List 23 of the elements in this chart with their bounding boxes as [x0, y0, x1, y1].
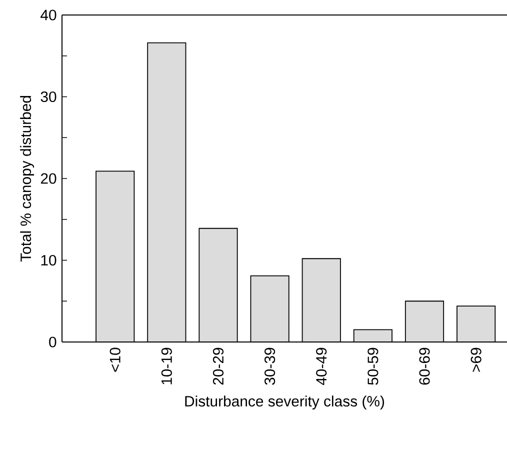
- bar: [96, 171, 134, 342]
- x-tick-label: 30-39: [264, 348, 276, 385]
- y-tick-label: 40: [40, 10, 56, 20]
- bar: [250, 276, 289, 342]
- x-tick-label: 20-29: [212, 348, 224, 385]
- x-tick-label: >69: [470, 348, 482, 372]
- y-tick-label: 10: [41, 254, 56, 266]
- x-tick-label: <10: [110, 348, 120, 372]
- x-tick-label: 50-59: [368, 348, 378, 385]
- bar: [354, 330, 392, 342]
- x-tick-label: 60-69: [419, 348, 430, 385]
- bar: [199, 228, 238, 342]
- y-axis-title: Total % canopy disturbed: [20, 96, 34, 262]
- y-tick-label: 0: [49, 336, 56, 348]
- y-tick-label: 30: [40, 91, 56, 102]
- y-tick-label: 20: [40, 173, 56, 184]
- bar: [302, 258, 340, 342]
- x-tick-label: 40-49: [316, 348, 327, 386]
- x-axis-title: Disturbance severity class (%): [185, 396, 384, 410]
- bar: [148, 42, 186, 342]
- x-tick-label: 10-19: [161, 348, 172, 384]
- bar: [405, 301, 444, 342]
- bar: [456, 306, 496, 342]
